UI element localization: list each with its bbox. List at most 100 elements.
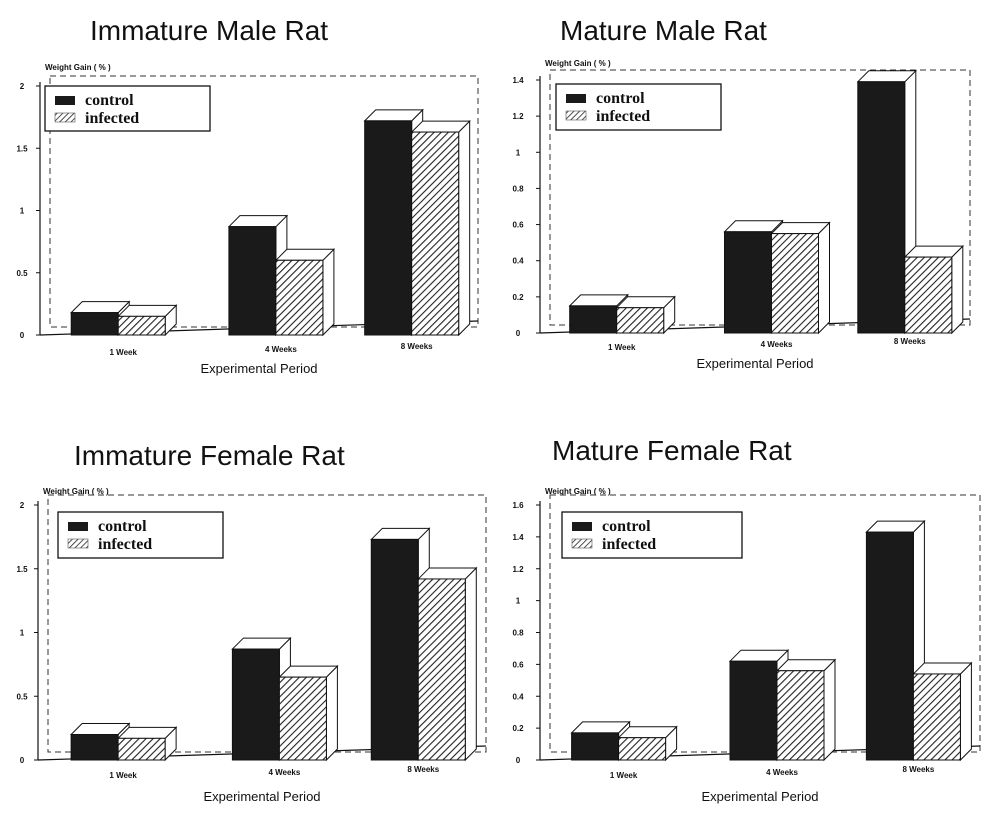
y-tick-label: 0.4 <box>512 257 524 266</box>
bar-control-1-week <box>70 312 119 336</box>
bar-control-4-weeks <box>228 226 277 336</box>
bar-top <box>227 215 289 228</box>
bar-top <box>728 649 790 662</box>
y-tick-label: 0 <box>516 756 521 765</box>
bar-top <box>370 527 431 540</box>
bar-side <box>325 664 338 762</box>
bar-infected-8-weeks <box>411 131 460 336</box>
bar-top <box>570 721 631 734</box>
y-tick-label: 1.5 <box>16 144 28 153</box>
y-axis-label: Weight Gain ( % ) <box>43 487 109 496</box>
bar-top <box>723 220 784 233</box>
bar-side <box>464 566 477 762</box>
bar-infected-8-weeks <box>417 578 466 761</box>
legend-swatch-infected <box>54 112 76 123</box>
legend-swatch-infected <box>67 538 89 549</box>
x-axis-label: Experimental Period <box>696 356 813 371</box>
bar-top <box>117 304 178 317</box>
bar-infected-4-weeks <box>771 233 819 334</box>
y-tick-label: 1 <box>516 597 521 606</box>
chart-panel: Mature Male Rat Weight Gain ( % ) 0 0.2 0.4 0… <box>512 15 971 371</box>
bar-top <box>417 567 478 580</box>
bar-side <box>959 661 972 762</box>
x-tick-label: 4 Weeks <box>761 340 793 349</box>
bar-top <box>116 726 178 739</box>
bar-top <box>615 296 676 309</box>
bar-control-4-weeks <box>729 660 778 761</box>
y-axis-label: Weight Gain ( % ) <box>45 63 111 72</box>
x-tick-label: 1 Week <box>610 771 638 780</box>
x-tick-label: 8 Weeks <box>894 337 926 346</box>
bar-control-1-week <box>70 734 119 761</box>
chart-panel: Mature Female Rat Weight Gain ( % ) 0 0.2 0.… <box>512 435 981 804</box>
bar-side <box>458 119 471 337</box>
y-tick-label: 1.4 <box>512 533 524 542</box>
chart-title: Mature Female Rat <box>552 435 792 466</box>
bar-top <box>912 662 973 675</box>
legend-box <box>44 85 211 132</box>
bar-side <box>951 244 964 335</box>
x-axis-label: Experimental Period <box>203 789 320 804</box>
legend-swatch-infected <box>571 538 593 549</box>
legend-label-infected: infected <box>98 536 152 553</box>
bar-top <box>70 301 131 314</box>
x-tick-label: 4 Weeks <box>766 768 798 777</box>
bar-infected-1-week <box>117 315 166 336</box>
bar-top <box>278 665 339 678</box>
y-tick-label: 1 <box>20 207 25 216</box>
bar-control-8-weeks <box>865 531 914 761</box>
bar-control-8-weeks <box>857 81 906 334</box>
chart-title: Immature Male Rat <box>90 15 328 46</box>
legend-label-control: control <box>98 518 147 535</box>
bar-top <box>856 70 918 83</box>
x-tick-label: 1 Week <box>109 771 137 780</box>
x-tick-label: 1 Week <box>110 348 138 357</box>
y-tick-label: 0.8 <box>512 184 524 193</box>
bar-top <box>363 109 424 122</box>
bar-top <box>617 726 678 739</box>
x-tick-label: 8 Weeks <box>407 765 439 774</box>
bar-top <box>568 294 629 307</box>
y-tick-label: 1.4 <box>512 76 524 85</box>
bar-infected-4-weeks <box>275 259 324 336</box>
bar-infected-1-week <box>616 307 665 334</box>
bar-infected-8-weeks <box>904 256 953 334</box>
bar-infected-1-week <box>117 737 166 761</box>
bar-control-4-weeks <box>231 648 280 761</box>
y-tick-label: 2 <box>20 501 25 510</box>
legend-swatch-control <box>55 96 75 105</box>
y-axis-label: Weight Gain ( % ) <box>545 59 611 68</box>
y-tick-label: 2 <box>20 82 25 91</box>
y-tick-label: 0.6 <box>512 660 524 669</box>
y-tick-label: 0.2 <box>512 293 524 302</box>
bar-control-8-weeks <box>364 120 413 336</box>
legend-label-infected: infected <box>596 108 650 125</box>
y-tick-label: 1.2 <box>512 112 524 121</box>
y-axis-label: Weight Gain ( % ) <box>545 487 611 496</box>
y-tick-label: 0.4 <box>512 692 524 701</box>
x-axis-label: Experimental Period <box>701 789 818 804</box>
x-axis-label: Experimental Period <box>200 361 317 376</box>
x-tick-label: 8 Weeks <box>902 765 934 774</box>
bar-side <box>322 248 335 337</box>
bar-control-8-weeks <box>370 538 419 761</box>
y-tick-label: 1.5 <box>16 565 28 574</box>
bar-side <box>818 221 830 335</box>
bar-top <box>231 637 292 650</box>
bar-infected-4-weeks <box>776 670 825 761</box>
bar-side <box>823 658 836 762</box>
legend-label-infected: infected <box>85 110 139 127</box>
bar-infected-1-week <box>618 737 667 761</box>
legend-label-infected: infected <box>602 536 656 553</box>
bar-top <box>775 659 837 672</box>
x-tick-label: 8 Weeks <box>401 342 433 351</box>
bar-top <box>410 120 471 133</box>
bar-control-1-week <box>569 305 618 334</box>
legend-box <box>561 511 743 559</box>
